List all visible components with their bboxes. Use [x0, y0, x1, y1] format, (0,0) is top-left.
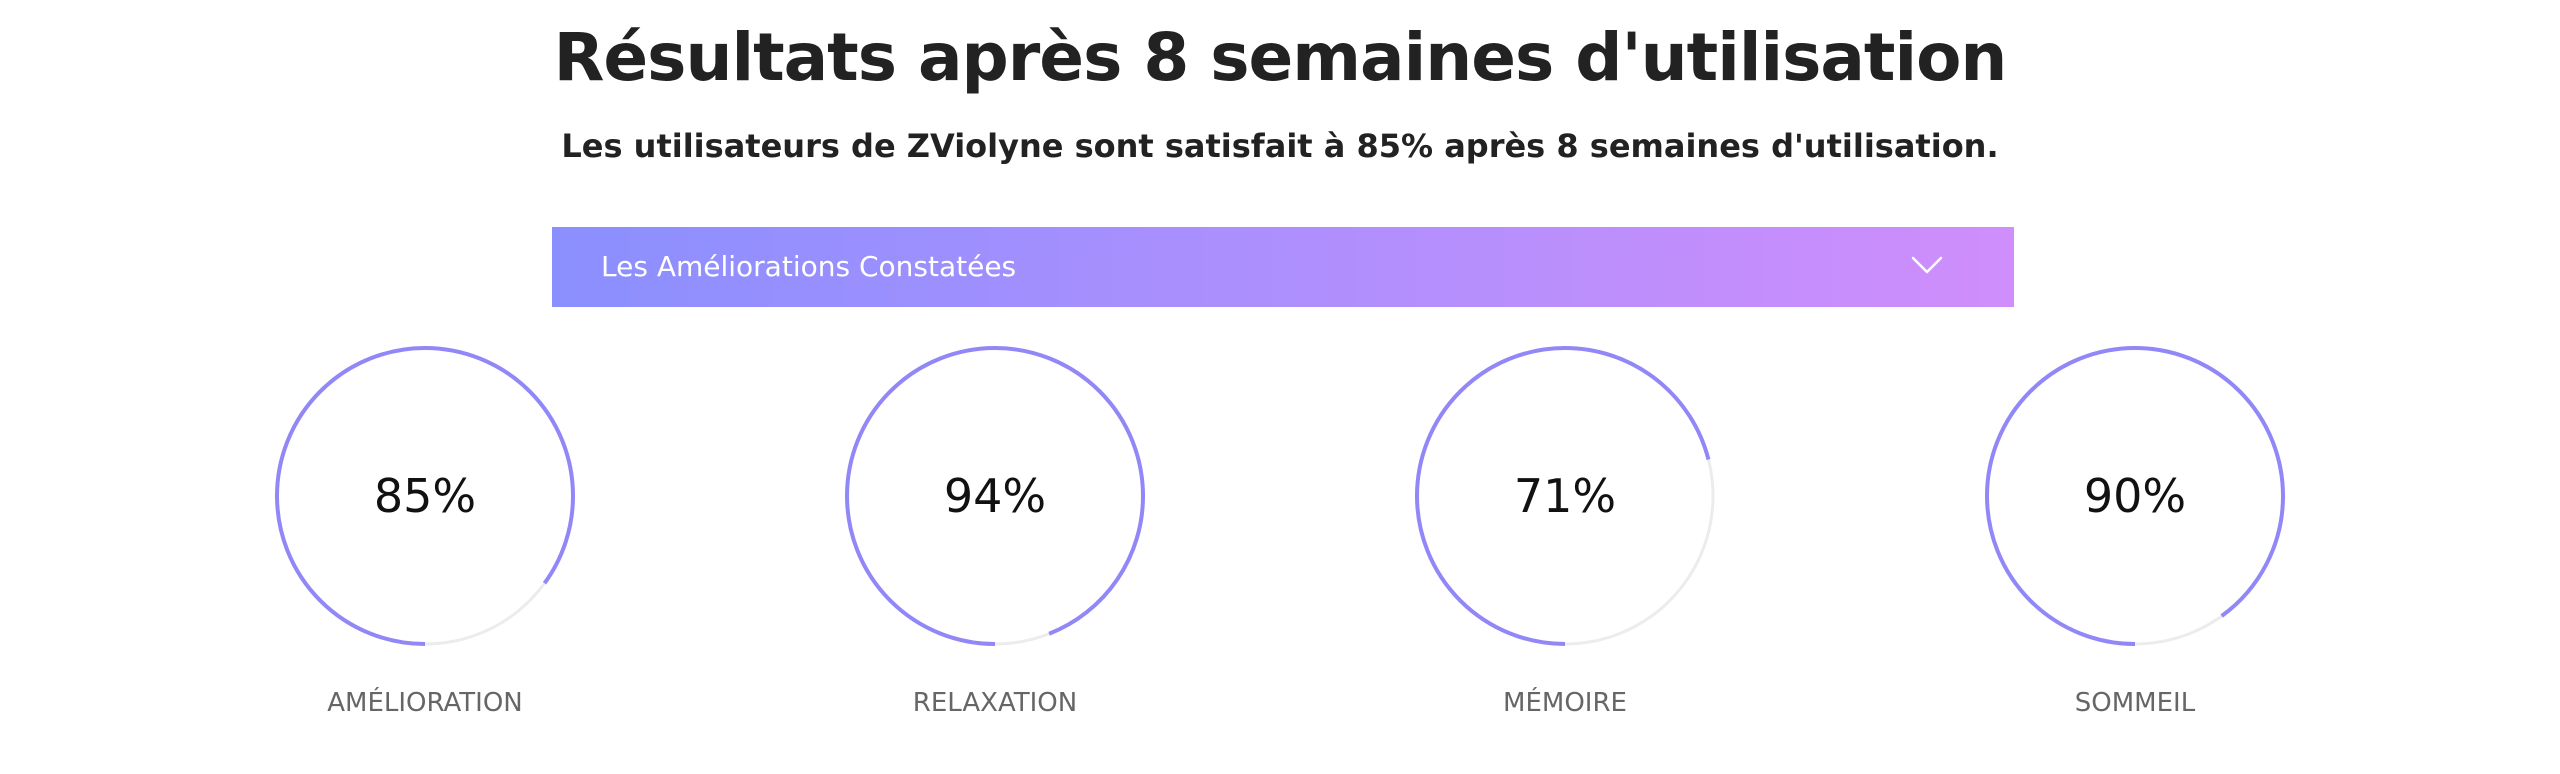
progress-ring-svg	[275, 346, 575, 646]
stat-label: RELAXATION	[912, 688, 1078, 718]
stats-row: 85% AMÉLIORATION 94% RELAXATION 71% MÉMO…	[0, 346, 2560, 746]
progress-ring	[1415, 346, 1715, 646]
stat-value: 94%	[943, 469, 1047, 523]
stat-sommeil: 90% SOMMEIL	[1935, 346, 2335, 746]
progress-ring-svg	[1985, 346, 2285, 646]
stat-label: SOMMEIL	[2074, 688, 2196, 718]
accordion-label: Les Améliorations Constatées	[601, 250, 1017, 283]
progress-ring-svg	[1415, 346, 1715, 646]
chevron-down-icon	[1910, 253, 1944, 277]
stat-relaxation: 94% RELAXATION	[795, 346, 1195, 746]
stat-amelioration: 85% AMÉLIORATION	[225, 346, 625, 746]
stat-value: 71%	[1513, 469, 1617, 523]
progress-ring-fill	[845, 346, 1145, 646]
stat-value: 85%	[373, 469, 477, 523]
stat-label: MÉMOIRE	[1503, 688, 1627, 718]
page-title: Résultats après 8 semaines d'utilisation	[553, 19, 2008, 96]
progress-ring	[1985, 346, 2285, 646]
progress-ring-svg	[845, 346, 1145, 646]
page-subtitle: Les utilisateurs de ZViolyne sont satisf…	[561, 127, 1999, 165]
stat-label: AMÉLIORATION	[327, 688, 523, 718]
progress-ring-fill	[1415, 346, 1715, 646]
improvements-accordion-toggle[interactable]: Les Améliorations Constatées	[552, 227, 2014, 307]
progress-ring	[845, 346, 1145, 646]
progress-ring	[275, 346, 575, 646]
progress-ring-fill	[275, 346, 575, 646]
stat-memoire: 71% MÉMOIRE	[1365, 346, 1765, 746]
stat-value: 90%	[2083, 469, 2187, 523]
progress-ring-fill	[1985, 346, 2285, 646]
